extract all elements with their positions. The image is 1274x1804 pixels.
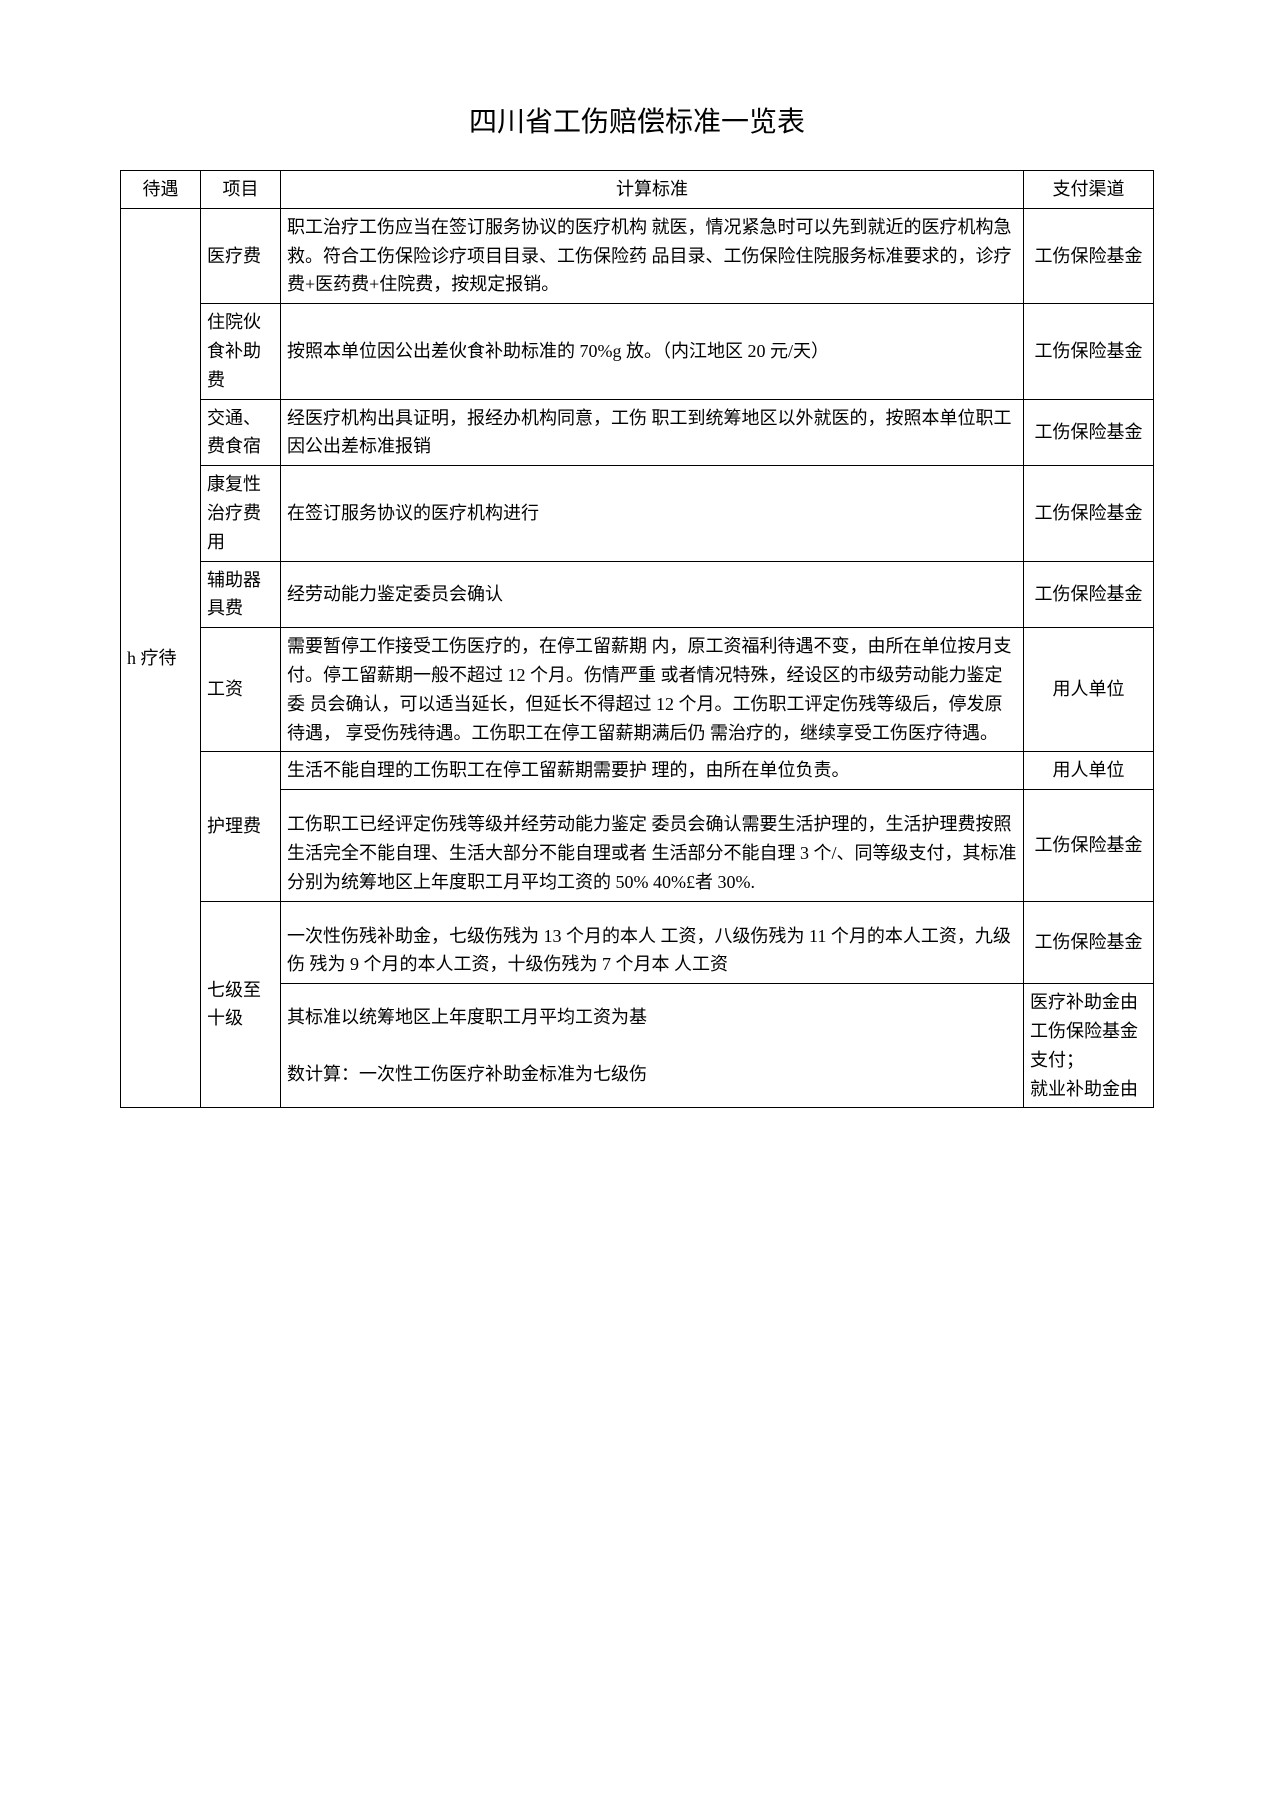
cell-standard: 经医疗机构出具证明，报经办机构同意，工伤 职工到统筹地区以外就医的，按照本单位职…: [281, 399, 1024, 466]
header-channel: 支付渠道: [1024, 171, 1154, 209]
table-row: 交通、费食宿 经医疗机构出具证明，报经办机构同意，工伤 职工到统筹地区以外就医的…: [121, 399, 1154, 466]
table-row: h 疗待 医疗费 职工治疗工伤应当在签订服务协议的医疗机构 就医，情况紧急时可以…: [121, 208, 1154, 303]
cell-treatment: h 疗待: [121, 208, 201, 1108]
cell-standard: 一次性伤残补助金，七级伤残为 13 个月的本人 工资，八级伤残为 11 个月的本…: [281, 901, 1024, 984]
table-row: 工资 需要暂停工作接受工伤医疗的，在停工留薪期 内，原工资福利待遇不变，由所在单…: [121, 628, 1154, 752]
header-treatment: 待遇: [121, 171, 201, 209]
table-row: 辅助器具费 经劳动能力鉴定委员会确认 工伤保险基金: [121, 561, 1154, 628]
cell-channel: 医疗补助金由 工伤保险基金 支付； 就业补助金由: [1024, 984, 1154, 1108]
cell-channel: 用人单位: [1024, 628, 1154, 752]
cell-channel: 工伤保险基金: [1024, 790, 1154, 901]
cell-item: 工资: [201, 628, 281, 752]
table-row: 康复性治疗费用 在签订服务协议的医疗机构进行 工伤保险基金: [121, 466, 1154, 561]
cell-standard: 工伤职工已经评定伤残等级并经劳动能力鉴定 委员会确认需要生活护理的，生活护理费按…: [281, 790, 1024, 901]
table-row: 护理费 生活不能自理的工伤职工在停工留薪期需要护 理的，由所在单位负责。 用人单…: [121, 752, 1154, 790]
cell-standard: 其标准以统筹地区上年度职工月平均工资为基 数计算：一次性工伤医疗补助金标准为七级…: [281, 984, 1024, 1108]
table-row: 住院伙食补助费 按照本单位因公出差伙食补助标准的 70%g 放。（内江地区 20…: [121, 304, 1154, 399]
table-row: 七级至十级 一次性伤残补助金，七级伤残为 13 个月的本人 工资，八级伤残为 1…: [121, 901, 1154, 984]
cell-item: 护理费: [201, 752, 281, 901]
page-title: 四川省工伤赔偿标准一览表: [120, 100, 1154, 140]
cell-standard: 职工治疗工伤应当在签订服务协议的医疗机构 就医，情况紧急时可以先到就近的医疗机构…: [281, 208, 1024, 303]
cell-channel: 工伤保险基金: [1024, 399, 1154, 466]
cell-channel: 工伤保险基金: [1024, 304, 1154, 399]
compensation-table: 待遇 项目 计算标准 支付渠道 h 疗待 医疗费 职工治疗工伤应当在签订服务协议…: [120, 170, 1154, 1108]
cell-channel: 用人单位: [1024, 752, 1154, 790]
cell-standard: 经劳动能力鉴定委员会确认: [281, 561, 1024, 628]
cell-item: 医疗费: [201, 208, 281, 303]
cell-standard: 生活不能自理的工伤职工在停工留薪期需要护 理的，由所在单位负责。: [281, 752, 1024, 790]
cell-item: 交通、费食宿: [201, 399, 281, 466]
header-standard: 计算标准: [281, 171, 1024, 209]
table-header-row: 待遇 项目 计算标准 支付渠道: [121, 171, 1154, 209]
cell-item: 七级至十级: [201, 901, 281, 1108]
cell-item: 辅助器具费: [201, 561, 281, 628]
cell-item: 住院伙食补助费: [201, 304, 281, 399]
cell-channel: 工伤保险基金: [1024, 561, 1154, 628]
cell-standard: 需要暂停工作接受工伤医疗的，在停工留薪期 内，原工资福利待遇不变，由所在单位按月…: [281, 628, 1024, 752]
cell-standard: 在签订服务协议的医疗机构进行: [281, 466, 1024, 561]
cell-standard: 按照本单位因公出差伙食补助标准的 70%g 放。（内江地区 20 元/天）: [281, 304, 1024, 399]
cell-channel: 工伤保险基金: [1024, 901, 1154, 984]
cell-channel: 工伤保险基金: [1024, 466, 1154, 561]
header-item: 项目: [201, 171, 281, 209]
cell-channel: 工伤保险基金: [1024, 208, 1154, 303]
cell-item: 康复性治疗费用: [201, 466, 281, 561]
